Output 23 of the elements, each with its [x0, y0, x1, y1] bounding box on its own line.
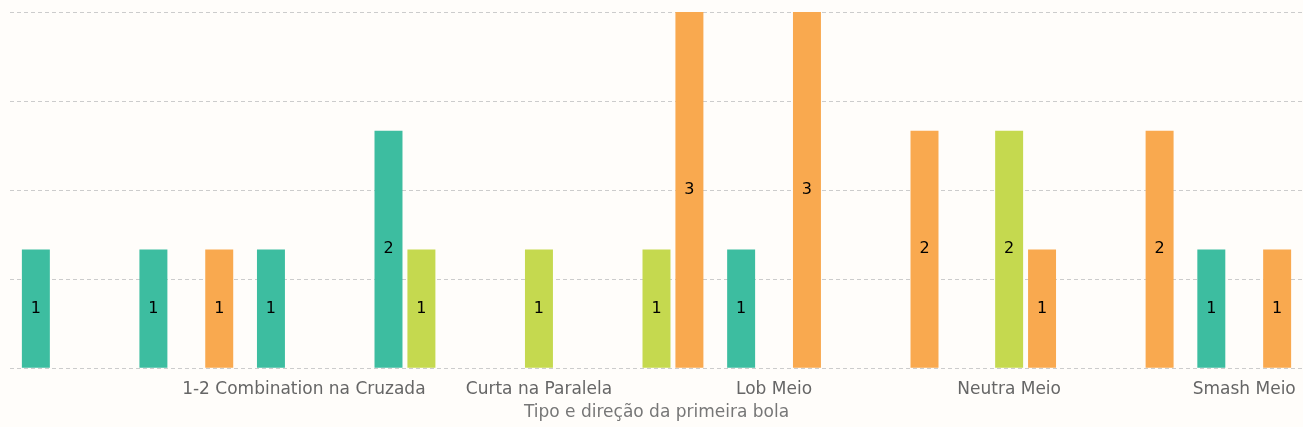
- data-label: 1: [265, 297, 277, 317]
- data-label: 1: [30, 297, 41, 317]
- data-label: 3: [801, 179, 813, 199]
- data-label: 1: [148, 297, 159, 317]
- data-label: 2: [919, 238, 930, 258]
- data-label: 3: [684, 179, 695, 199]
- x-tick-label: Curta na Paralela: [465, 377, 613, 398]
- data-label: 1: [651, 297, 662, 317]
- data-label: 1: [533, 297, 545, 317]
- x-tick-label: Lob Meio: [736, 377, 813, 398]
- data-label: 1: [416, 297, 427, 317]
- data-label: 1: [214, 297, 225, 317]
- x-tick-label: 1-2 Combination na Cruzada: [182, 377, 426, 398]
- x-axis-title: Tipo e direção da primeira bola: [522, 401, 790, 422]
- data-label: 1: [1036, 297, 1048, 317]
- data-label: 2: [383, 238, 394, 258]
- data-label: 1: [1272, 297, 1283, 317]
- x-tick-label: Smash Meio: [1192, 377, 1296, 398]
- x-tick-label: Neutra Meio: [957, 377, 1061, 398]
- data-label: 1: [736, 297, 747, 317]
- data-label: 2: [1004, 238, 1015, 258]
- data-label: 2: [1154, 238, 1165, 258]
- data-label: 1: [1206, 297, 1217, 317]
